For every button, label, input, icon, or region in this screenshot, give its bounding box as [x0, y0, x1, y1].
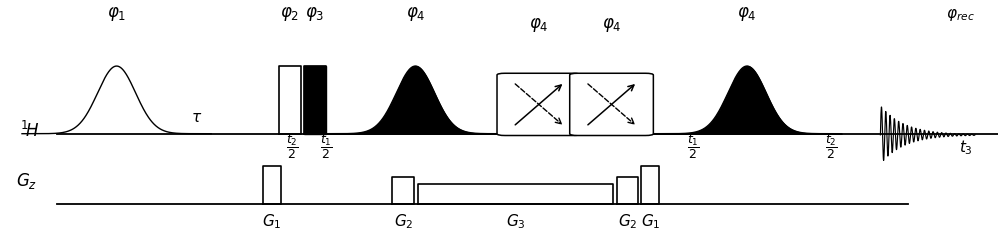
- Text: $\dfrac{t_1}{2}$: $\dfrac{t_1}{2}$: [687, 133, 700, 161]
- Text: $\tau$: $\tau$: [191, 110, 202, 125]
- Text: $G_3$: $G_3$: [506, 212, 525, 231]
- Text: $\varphi_4$: $\varphi_4$: [406, 5, 425, 23]
- Text: $\dfrac{t_2}{2}$: $\dfrac{t_2}{2}$: [286, 133, 299, 161]
- Text: $t_3$: $t_3$: [959, 138, 973, 157]
- Text: $\varphi_4$: $\varphi_4$: [737, 5, 757, 23]
- Polygon shape: [304, 66, 326, 134]
- Text: $\varphi_2$: $\varphi_2$: [280, 5, 299, 23]
- Text: $G_2$: $G_2$: [618, 212, 637, 231]
- Text: $\varphi_1$: $\varphi_1$: [107, 5, 126, 23]
- Text: $\dfrac{t_1}{2}$: $\dfrac{t_1}{2}$: [320, 133, 333, 161]
- Text: $G_1$: $G_1$: [641, 212, 660, 231]
- Text: $G_z$: $G_z$: [16, 171, 38, 191]
- Text: $\varphi_4$: $\varphi_4$: [529, 16, 549, 35]
- Text: $G_2$: $G_2$: [394, 212, 413, 231]
- Text: $\varphi_3$: $\varphi_3$: [305, 5, 325, 23]
- Text: $\varphi_4$: $\varphi_4$: [602, 16, 621, 35]
- FancyBboxPatch shape: [497, 73, 581, 136]
- FancyBboxPatch shape: [570, 73, 653, 136]
- Text: $G_1$: $G_1$: [262, 212, 282, 231]
- Text: $^1\!H$: $^1\!H$: [20, 121, 40, 141]
- Text: $\dfrac{t_2}{2}$: $\dfrac{t_2}{2}$: [825, 133, 838, 161]
- Text: $\varphi_{rec}$: $\varphi_{rec}$: [946, 7, 974, 23]
